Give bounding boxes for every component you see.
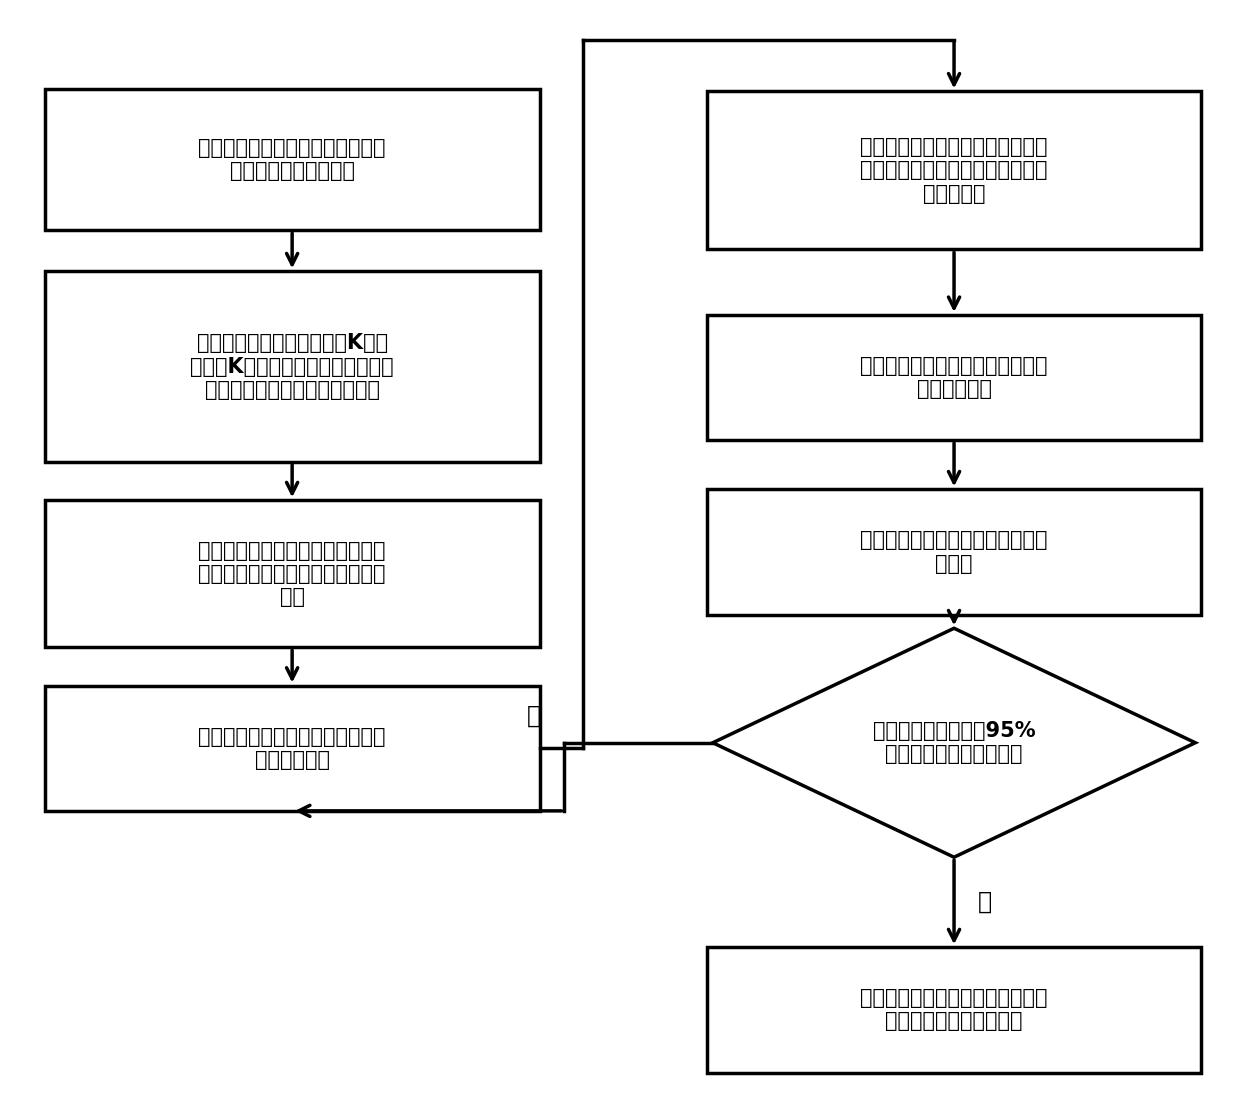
Text: 将测试集输入训练完成的卷积神经
网络模型，得到分类结果: 将测试集输入训练完成的卷积神经 网络模型，得到分类结果 bbox=[861, 988, 1048, 1032]
FancyBboxPatch shape bbox=[707, 948, 1202, 1072]
FancyBboxPatch shape bbox=[707, 490, 1202, 614]
Text: 利用卷积神经网络模型对未标注样
本集进行预测: 利用卷积神经网络模型对未标注样 本集进行预测 bbox=[198, 727, 386, 769]
FancyBboxPatch shape bbox=[707, 315, 1202, 440]
FancyBboxPatch shape bbox=[45, 685, 539, 811]
Text: 利用新标注的样本对卷积神经网络
再次进行训练: 利用新标注的样本对卷积神经网络 再次进行训练 bbox=[861, 356, 1048, 399]
Text: 利用三阶段筛选策略对未标注样本
集进行筛选，对筛选出的未标注样
本进行标注: 利用三阶段筛选策略对未标注样本 集进行筛选，对筛选出的未标注样 本进行标注 bbox=[861, 138, 1048, 203]
Text: 构建卷积神经网络模型和卷积自编
码器模型，分别对两个模型进行预
训练: 构建卷积神经网络模型和卷积自编 码器模型，分别对两个模型进行预 训练 bbox=[198, 541, 386, 607]
FancyBboxPatch shape bbox=[707, 92, 1202, 249]
FancyBboxPatch shape bbox=[45, 501, 539, 647]
Text: 从未标注样本集中随机选出K个样
本，对K个未标注样本和验证集进行
标注，得到标注样本集和验证集: 从未标注样本集中随机选出K个样 本，对K个未标注样本和验证集进行 标注，得到标注… bbox=[190, 333, 394, 400]
Text: 利用验证集对卷积神经网络模型进
行验证: 利用验证集对卷积神经网络模型进 行验证 bbox=[861, 530, 1048, 574]
Polygon shape bbox=[713, 628, 1195, 857]
Text: 分类准确率大于等于95%
或者未标注样本集为空集: 分类准确率大于等于95% 或者未标注样本集为空集 bbox=[873, 721, 1035, 764]
FancyBboxPatch shape bbox=[45, 271, 539, 462]
Text: 是: 是 bbox=[978, 890, 992, 914]
Text: 否: 否 bbox=[526, 704, 541, 728]
FancyBboxPatch shape bbox=[45, 89, 539, 231]
Text: 获取核磁共振图像数据集，并对数
据集进行预处理和划分: 获取核磁共振图像数据集，并对数 据集进行预处理和划分 bbox=[198, 138, 386, 181]
